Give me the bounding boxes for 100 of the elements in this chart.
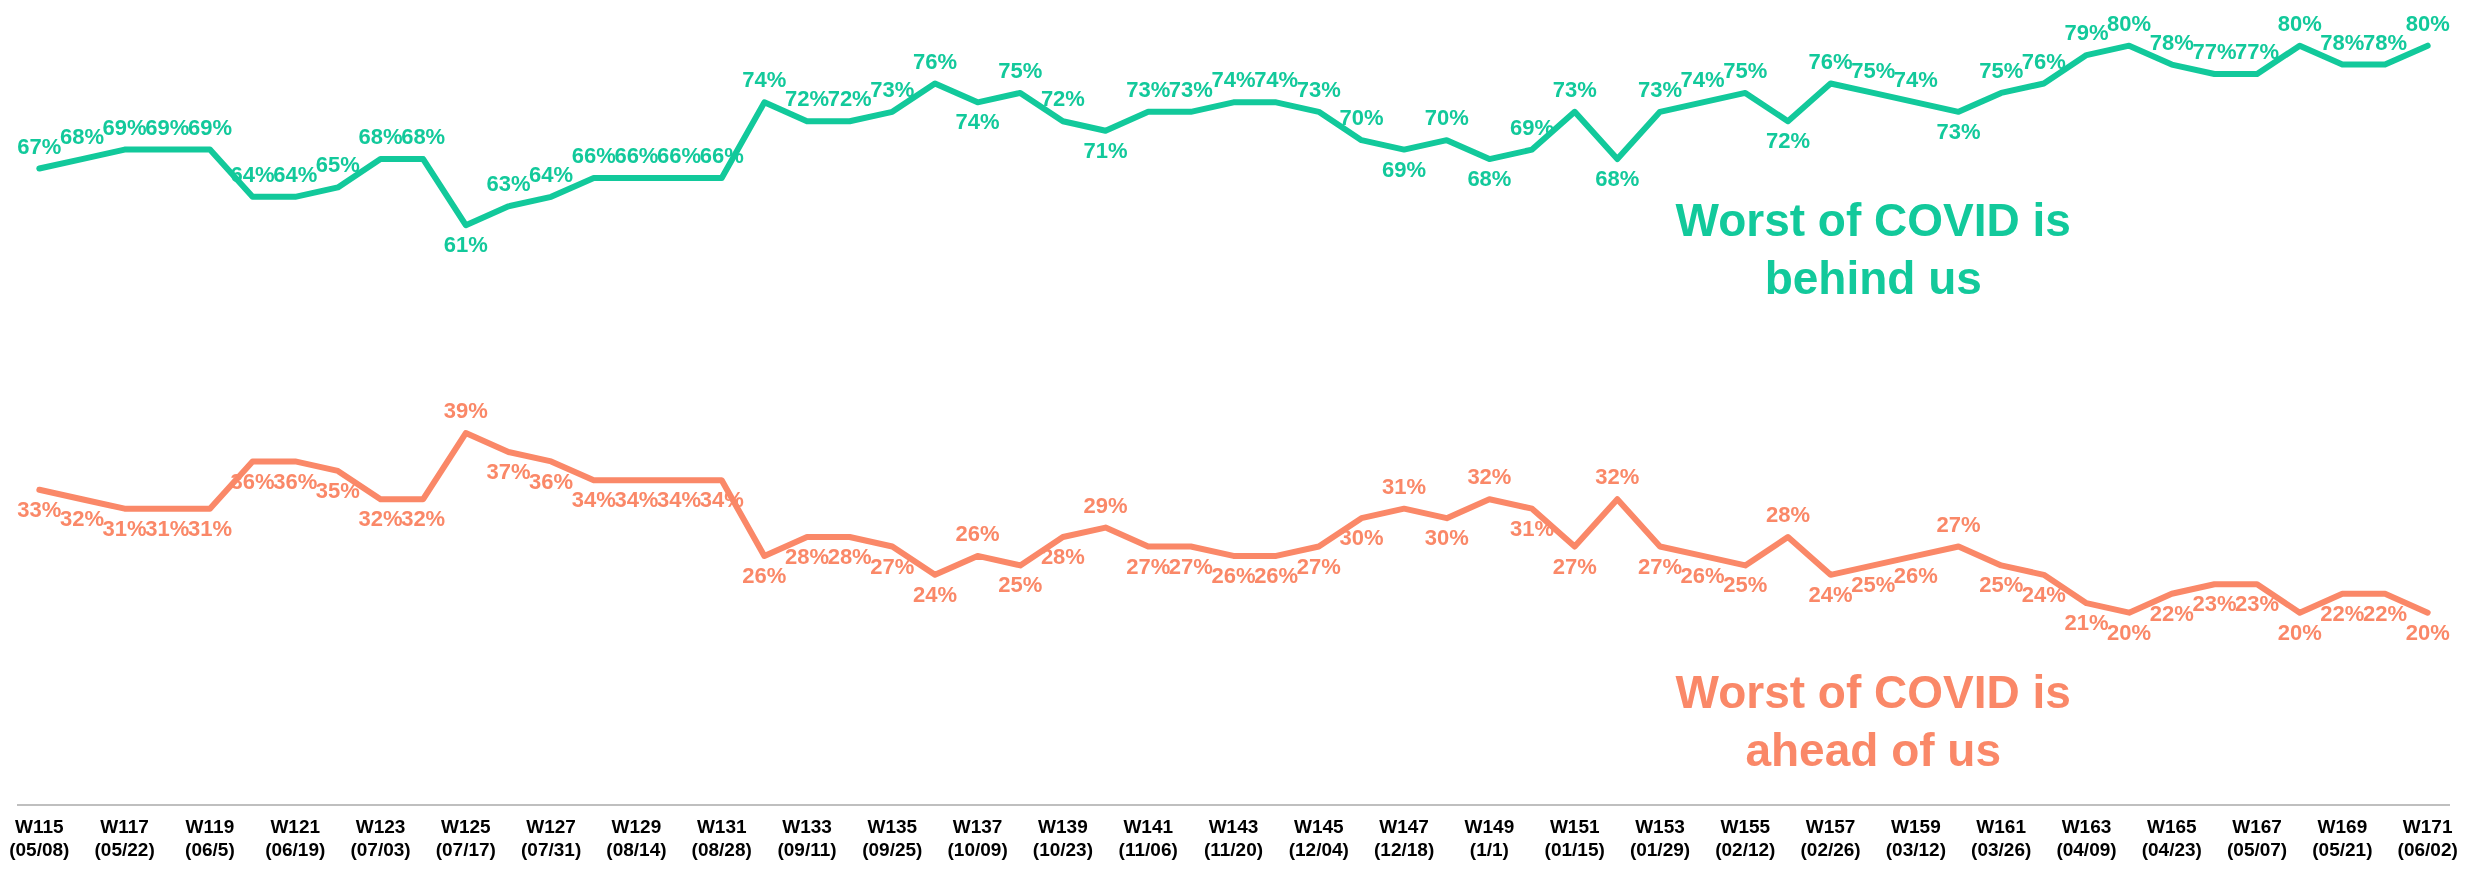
data-label: 32% [358, 506, 403, 532]
x-tick-label: W135 (09/25) [862, 816, 923, 860]
x-tick-label: W163 (04/09) [2056, 816, 2117, 860]
data-label: 23% [2192, 591, 2237, 617]
data-label: 32% [401, 506, 446, 532]
data-label: 28% [1040, 544, 1085, 570]
data-label: 32% [1595, 464, 1640, 490]
data-label: 31% [187, 515, 232, 541]
series-label: Worst of COVID is ahead of us [1675, 666, 2071, 777]
data-label: 23% [2235, 591, 2280, 617]
data-label: 66% [571, 143, 616, 169]
data-label: 26% [955, 521, 1000, 546]
data-label: 61% [443, 232, 488, 258]
data-label: 68% [401, 124, 446, 150]
x-tick-label: W161 (03/26) [1971, 816, 2032, 860]
data-label: 33% [17, 496, 62, 522]
x-tick-label: W169 (05/21) [2312, 816, 2373, 860]
x-tick-label: W145 (12/04) [1288, 816, 1349, 860]
data-label: 68% [1467, 166, 1512, 192]
x-tick-label: W167 (05/07) [2226, 816, 2288, 860]
data-label: 28% [784, 544, 830, 570]
data-label: 77% [2235, 39, 2280, 65]
data-label: 70% [1339, 105, 1384, 131]
x-tick-label: W155 (02/12) [1715, 816, 1776, 860]
data-label: 66% [657, 143, 702, 169]
data-label: 37% [486, 459, 531, 485]
data-label: 25% [998, 572, 1043, 598]
data-label: 80% [2277, 10, 2322, 36]
data-label: 69% [1382, 156, 1427, 182]
data-label: 20% [2405, 619, 2450, 645]
data-label: 80% [2107, 10, 2152, 36]
x-tick-label: W115 (05/08) [9, 816, 70, 860]
x-tick-label: W133 (09/11) [777, 816, 837, 860]
series-label: Worst of COVID is behind us [1675, 193, 2071, 304]
data-label: 71% [1083, 137, 1128, 163]
data-label: 22% [2363, 600, 2408, 626]
data-label: 27% [1126, 553, 1171, 579]
x-tick-label: W157 (02/26) [1800, 816, 1861, 860]
x-tick-label: W143 (11/20) [1203, 816, 1264, 860]
data-label: 34% [614, 487, 659, 513]
data-label: 74% [1254, 67, 1299, 93]
x-tick-label: W125 (07/17) [435, 816, 496, 860]
data-label: 78% [2149, 29, 2194, 55]
data-label: 80% [2405, 10, 2450, 36]
data-label: 77% [2192, 39, 2237, 65]
data-label: 73% [1637, 76, 1683, 102]
data-label: 27% [1168, 553, 1213, 579]
x-tick-label: W147 (12/18) [1373, 816, 1435, 860]
data-label: 75% [1723, 57, 1768, 83]
data-label: 75% [1851, 57, 1896, 83]
x-tick-label: W123 (07/03) [350, 816, 411, 860]
data-label: 73% [1936, 118, 1981, 144]
data-label: 27% [1936, 511, 1981, 537]
data-label: 39% [443, 398, 488, 424]
data-label: 28% [1765, 502, 1810, 528]
data-label: 67% [17, 133, 62, 159]
data-label: 22% [2149, 600, 2194, 626]
data-label: 25% [1851, 572, 1896, 598]
data-label: 20% [2277, 619, 2322, 645]
x-tick-label: W159 (03/12) [1885, 816, 1946, 860]
data-label: 63% [486, 171, 531, 197]
data-label: 64% [529, 161, 574, 187]
data-label: 26% [742, 563, 787, 588]
x-tick-label: W129 (08/14) [606, 816, 667, 860]
x-tick-label: W127 (07/31) [521, 816, 582, 860]
data-label: 36% [529, 468, 574, 494]
data-label: 72% [1040, 86, 1085, 112]
data-label: 30% [1339, 525, 1384, 551]
data-label: 75% [998, 57, 1043, 83]
data-label: 74% [742, 67, 787, 93]
data-label: 30% [1424, 525, 1469, 551]
x-tick-label: W153 (01/29) [1629, 816, 1691, 860]
x-tick-label: W137 (10/09) [947, 816, 1008, 860]
x-tick-label: W131 (08/28) [691, 816, 752, 860]
data-label: 72% [784, 86, 830, 112]
x-tick-label: W139 (10/23) [1032, 816, 1094, 860]
data-label: 26% [1254, 563, 1299, 588]
data-label: 72% [827, 86, 872, 112]
data-label: 79% [2064, 20, 2109, 46]
data-label: 27% [1552, 553, 1597, 579]
data-label: 24% [912, 581, 957, 607]
x-tick-label: W151 (01/15) [1544, 816, 1605, 860]
data-label: 27% [1637, 553, 1683, 579]
data-label: 34% [657, 487, 702, 513]
data-label: 69% [145, 114, 190, 140]
data-label: 24% [1808, 581, 1853, 607]
data-label: 21% [2064, 610, 2109, 636]
data-label: 34% [571, 487, 616, 513]
data-label: 73% [1168, 76, 1213, 102]
x-tick-label: W141 (11/06) [1118, 816, 1178, 860]
data-label: 75% [1979, 57, 2024, 83]
data-label: 76% [1808, 48, 1853, 74]
data-label: 31% [145, 515, 190, 541]
data-label: 25% [1979, 572, 2024, 598]
data-label: 70% [1424, 105, 1469, 131]
x-tick-label: W165 (04/23) [2141, 816, 2202, 860]
data-label: 32% [1467, 464, 1512, 490]
data-label: 26% [1211, 563, 1256, 588]
data-label: 73% [1126, 76, 1171, 102]
data-label: 76% [912, 48, 957, 74]
